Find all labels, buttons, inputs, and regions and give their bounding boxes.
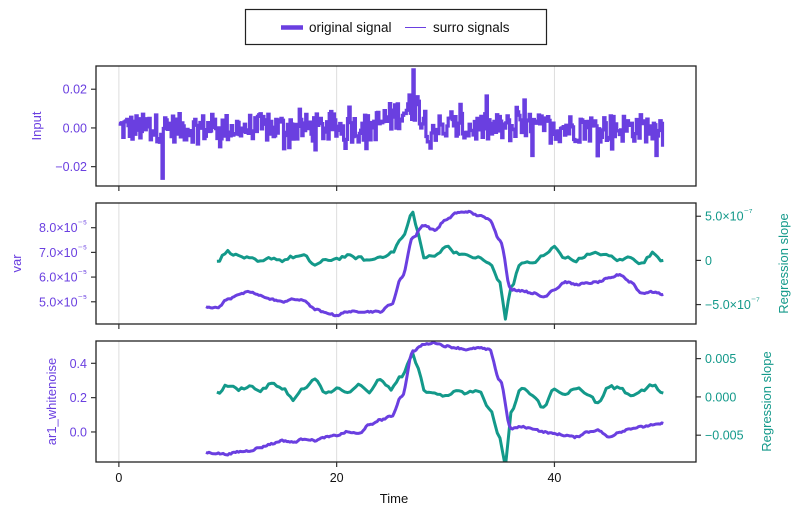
x-axis-label: Time	[380, 491, 408, 506]
plot-frame	[95, 65, 697, 187]
panel-input: 0.02 0.00 −0.02 Input	[29, 65, 697, 191]
y2-axis-label: Regression slope	[776, 213, 791, 313]
panel-ar1: 0.005 0.000 −0.005 Regression slope 0.4 0.2 0.…	[44, 340, 774, 467]
series-var	[205, 209, 664, 318]
x-tick-label: 20	[330, 471, 344, 485]
x-tick-label: 0	[115, 471, 122, 485]
series-regression-slope	[216, 352, 664, 462]
tick-label: 0.00	[63, 121, 87, 135]
plot-frame	[95, 340, 697, 463]
legend: original signal surro signals	[244, 8, 548, 46]
tick-label: 6.0×10⁻⁵	[39, 269, 87, 285]
tick-label: 7.0×10⁻⁵	[39, 244, 87, 260]
tick-label: 0.000	[705, 390, 736, 404]
tick-label: 0.4	[70, 357, 87, 371]
x-axis: 0 20 40	[115, 471, 561, 485]
series-regression-slope	[216, 210, 664, 321]
tick-label: 5.0×10⁻⁵	[39, 293, 87, 309]
tick-label: 5.0×10⁻⁷	[705, 208, 753, 224]
tick-label: 8.0×10⁻⁵	[39, 219, 87, 235]
y-axis-label: var	[9, 254, 24, 273]
x-tick-label: 40	[547, 471, 561, 485]
panel-var: 5.0×10⁻⁷ 0 −5.0×10⁻⁷ Regression slope 8.0×10…	[9, 202, 791, 329]
series-ar1-whitenoise	[205, 341, 664, 457]
tick-label: 0.005	[705, 352, 736, 366]
tick-label: −5.0×10⁻⁷	[705, 296, 760, 312]
series-original-signal	[118, 68, 665, 180]
tick-label: 0.0	[70, 425, 87, 439]
legend-label-surro: surro signals	[433, 20, 510, 35]
y-axis-label: ar1_whitenoise	[44, 358, 59, 445]
tick-label: 0.02	[63, 83, 87, 97]
y2-axis-label: Regression slope	[759, 351, 774, 451]
legend-label-original: original signal	[309, 20, 392, 35]
tick-label: 0	[705, 254, 712, 268]
tick-label: 0.2	[70, 391, 87, 405]
tick-label: −0.02	[55, 160, 87, 174]
y-axis-label: Input	[29, 111, 44, 140]
tick-label: −0.005	[705, 429, 744, 443]
plot-frame	[95, 202, 697, 325]
